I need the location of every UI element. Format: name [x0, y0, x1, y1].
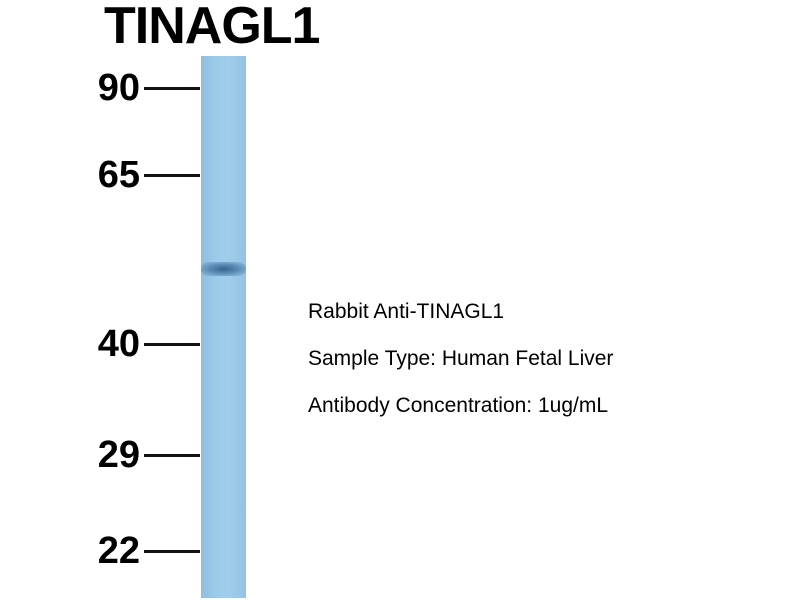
- marker-22: 22: [80, 531, 202, 571]
- antibody-label: Rabbit Anti-TINAGL1: [308, 300, 505, 323]
- marker-tick-90: [144, 87, 200, 90]
- blot-title: TINAGL1: [104, 0, 320, 55]
- sample-type-label: Sample Type: Human Fetal Liver: [308, 347, 614, 370]
- marker-tick-40: [144, 343, 200, 346]
- marker-label-29: 29: [97, 434, 140, 476]
- marker-90: 90: [80, 68, 202, 108]
- marker-65: 65: [80, 155, 202, 195]
- marker-label-90: 90: [97, 67, 140, 109]
- marker-label-40: 40: [97, 323, 140, 365]
- marker-label-22: 22: [97, 530, 140, 572]
- blot-lane: [201, 56, 246, 598]
- marker-tick-22: [144, 550, 200, 553]
- protein-band: [201, 262, 246, 276]
- marker-tick-65: [144, 174, 200, 177]
- marker-29: 29: [80, 435, 202, 475]
- marker-label-65: 65: [97, 154, 140, 196]
- blot-info: Rabbit Anti-TINAGL1 Sample Type: Human F…: [308, 292, 613, 433]
- marker-tick-29: [144, 454, 200, 457]
- concentration-label: Antibody Concentration: 1ug/mL: [308, 394, 609, 417]
- marker-40: 40: [80, 324, 202, 364]
